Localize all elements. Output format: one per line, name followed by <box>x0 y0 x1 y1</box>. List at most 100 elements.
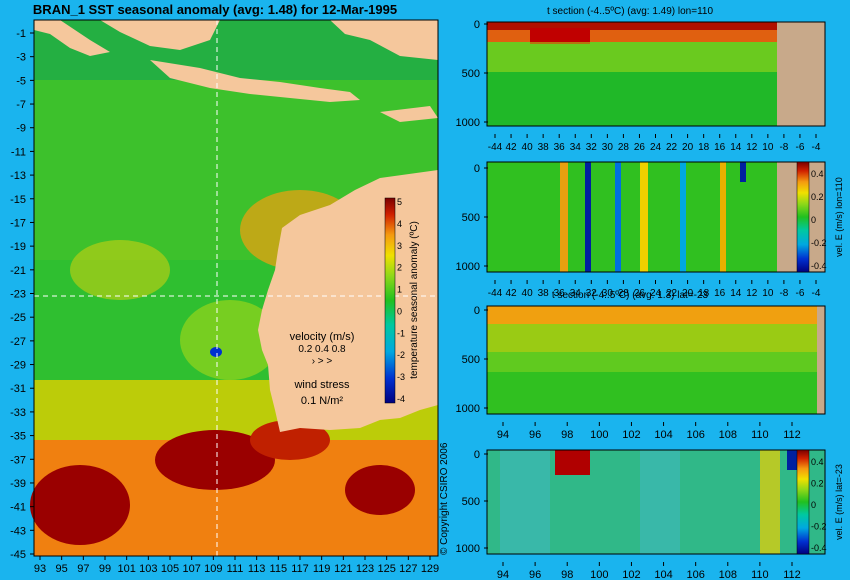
x-tick-label: 30 <box>602 142 614 153</box>
x-tick-label: 30 <box>602 288 614 299</box>
colorbar-tick-label: -4 <box>397 394 405 404</box>
panel3-plot <box>486 305 826 415</box>
land-nusa-tenggara <box>380 106 438 122</box>
x-tick-label: 115 <box>270 563 288 575</box>
panel1-title: t section (-4..5ºC) (avg: 1.49) lon=110 <box>547 6 713 17</box>
y-tick-label: 1000 <box>456 403 480 415</box>
x-tick-label: 16 <box>714 142 726 153</box>
y-tick-label: -35 <box>10 431 26 443</box>
x-tick-label: -44 <box>488 142 503 153</box>
map-x-axis: 93 95 97 99 101 103 105 107 109 111 113 115 117 119 12… <box>34 556 439 575</box>
colorbar-tick-label: 3 <box>397 241 402 251</box>
colorbar-tick-label: 0 <box>811 500 816 510</box>
x-tick-label: 127 <box>399 563 417 575</box>
x-tick-label: 36 <box>554 142 566 153</box>
panel4-colorbar-label: vel. E (m/s) lat=-23 <box>834 464 844 540</box>
x-tick-label: 16 <box>714 288 726 299</box>
anomaly-patch-hot-2 <box>155 430 275 490</box>
panel4-y-axis: 0 500 1000 <box>456 449 488 555</box>
x-tick-label: 129 <box>421 563 439 575</box>
y-tick-label: 1000 <box>456 117 480 129</box>
colorbar-tick-label: 0.4 <box>811 169 824 179</box>
y-tick-label: -45 <box>10 549 26 561</box>
y-tick-label: -11 <box>11 146 26 158</box>
anomaly-patch-cold <box>210 347 222 357</box>
y-tick-label: -31 <box>10 383 26 395</box>
x-tick-label: 99 <box>99 563 111 575</box>
colorbar-tick-label: 0.2 <box>811 192 824 202</box>
y-tick-label: -27 <box>10 336 26 348</box>
x-tick-label: 108 <box>719 569 737 580</box>
x-tick-label: 102 <box>622 429 640 441</box>
x-tick-label: 12 <box>746 142 758 153</box>
x-tick-label: 42 <box>505 142 517 153</box>
x-tick-label: 102 <box>622 569 640 580</box>
panel1-y-axis: 0 500 1000 <box>456 19 488 129</box>
y-tick-label: -15 <box>10 194 26 206</box>
x-tick-label: 112 <box>783 429 801 441</box>
sst-colorbar-scale <box>384 197 396 404</box>
y-tick-label: -39 <box>10 478 26 490</box>
velocity-legend-arrows: › > > <box>312 356 333 367</box>
y-tick-label: -23 <box>10 289 26 301</box>
colorbar-tick-label: 0 <box>397 306 402 316</box>
panel1-plot <box>486 21 826 127</box>
panel2-colorbar-label: vel. E (m/s) lon=110 <box>834 177 844 257</box>
velocity-legend-title: velocity (m/s) <box>290 331 355 343</box>
sst-colorbar-label: temperature seasonal anomaly (ºC) <box>409 221 420 379</box>
x-tick-label: -8 <box>779 288 788 299</box>
panel4-x-axis: 94 96 98 100 102 104 106 108 110 112 <box>497 562 801 580</box>
x-tick-label: 98 <box>561 569 573 580</box>
x-tick-label: 111 <box>227 563 244 575</box>
y-tick-label: -19 <box>10 241 26 253</box>
y-tick-label: -5 <box>16 75 26 87</box>
x-tick-label: 96 <box>529 569 541 580</box>
panel2-y-axis: 0 500 1000 <box>456 163 488 273</box>
y-tick-label: -25 <box>10 312 26 324</box>
panel2-colorbar-scale <box>796 161 810 273</box>
x-tick-label: 38 <box>538 142 550 153</box>
colorbar-tick-label: 5 <box>397 197 402 207</box>
x-tick-label: 10 <box>762 288 774 299</box>
x-tick-label: 28 <box>618 142 630 153</box>
x-tick-label: 96 <box>529 429 541 441</box>
x-tick-label: 104 <box>654 569 672 580</box>
x-tick-label: 110 <box>751 569 769 580</box>
colorbar-tick-label: 0 <box>811 215 816 225</box>
x-tick-label: -6 <box>795 142 804 153</box>
panel2-plot <box>486 161 826 273</box>
x-tick-label: 119 <box>313 563 331 575</box>
x-tick-label: 32 <box>586 288 598 299</box>
x-tick-label: 42 <box>505 288 517 299</box>
wind-legend-value: 0.1 N/m² <box>301 395 344 407</box>
map-frame <box>33 19 439 557</box>
sst-colorbar: 5 4 3 2 1 0 -1 -2 -3 -4 temperature seasonal anom… <box>384 197 420 404</box>
x-tick-label: 100 <box>590 569 608 580</box>
x-tick-label: 97 <box>77 563 89 575</box>
y-tick-label: -29 <box>10 360 26 372</box>
x-tick-label: 103 <box>139 563 157 575</box>
panel4-colorbar-ticks: 0.4 0.2 0 -0.2 -0.4 <box>811 457 827 553</box>
y-tick-label: -1 <box>16 28 26 40</box>
x-tick-label: 95 <box>56 563 68 575</box>
y-tick-label: -37 <box>10 454 26 466</box>
x-tick-label: 10 <box>762 142 774 153</box>
copyright-text: © Copyright CSIRO 2006 <box>439 442 450 555</box>
x-tick-label: 14 <box>730 288 742 299</box>
land-sulawesi-timor <box>330 20 438 60</box>
x-tick-label: 40 <box>522 142 534 153</box>
y-tick-label: 500 <box>462 212 480 224</box>
y-tick-label: 0 <box>474 305 480 317</box>
x-tick-label: 125 <box>377 563 395 575</box>
x-tick-label: 24 <box>650 142 662 153</box>
colorbar-tick-label: 2 <box>397 263 402 273</box>
wind-legend-title: wind stress <box>293 379 350 391</box>
velocity-legend-values: 0.2 0.4 0.8 <box>298 344 346 355</box>
map-y-axis: -1 -3 -5 -7 -9 -11 -13 -15 -17 -19 -21 -23 -25 -27 -29… <box>10 28 34 561</box>
map-title: BRAN_1 SST seasonal anomaly (avg: 1.48) … <box>33 2 397 17</box>
panel4-colorbar-scale <box>796 449 810 555</box>
colorbar-tick-label: -0.4 <box>811 543 827 553</box>
colorbar-tick-label: 4 <box>397 219 402 229</box>
x-tick-label: -6 <box>795 288 804 299</box>
